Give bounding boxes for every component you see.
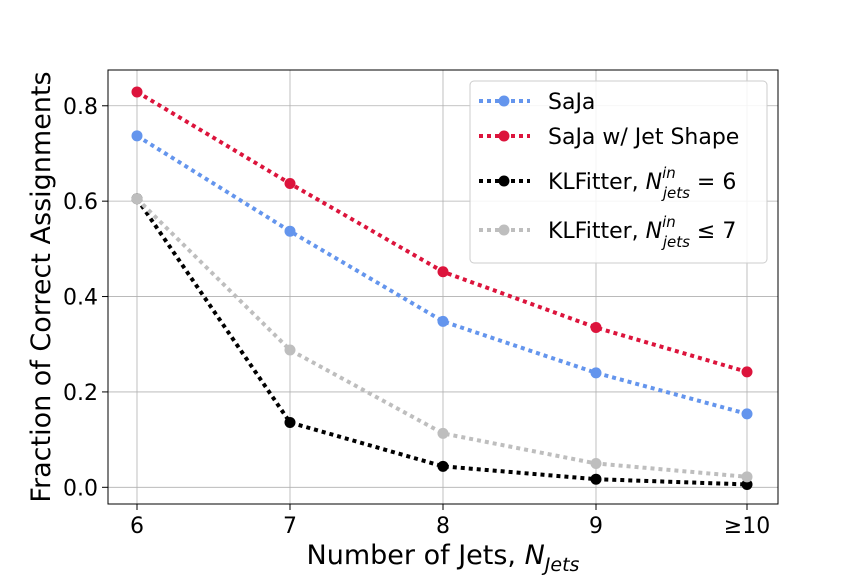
y-axis: 0.0 0.2 0.4 0.6 0.8	[63, 95, 108, 501]
x-tick-label: ≥10	[724, 514, 770, 539]
legend-label-text: SaJa w/ Jet Shape	[548, 125, 739, 150]
data-point	[437, 460, 449, 472]
data-point	[437, 427, 449, 439]
data-point	[437, 266, 449, 278]
series-line	[135, 134, 748, 416]
x-axis: 6 7 8 9 ≥10	[130, 504, 770, 539]
data-point	[284, 416, 296, 428]
series-layer	[131, 86, 753, 490]
x-tick-label: 9	[589, 514, 603, 539]
x-axis-label-math: N	[525, 540, 545, 571]
legend-label: KLFitter, Nin jets = 6	[548, 164, 736, 202]
data-point	[131, 130, 143, 142]
legend-label-text: KLFitter,	[548, 219, 646, 244]
data-point	[741, 366, 753, 378]
legend-item-1: SaJa w/ Jet Shape	[479, 125, 739, 150]
legend-label-text: KLFitter,	[548, 170, 646, 195]
legend-label: KLFitter, Nin jets ≤ 7	[548, 213, 736, 251]
data-point	[741, 471, 753, 483]
legend-box	[469, 80, 768, 264]
legend-label-text: SaJa	[548, 90, 595, 115]
data-point	[741, 408, 753, 420]
y-axis-label: Fraction of Correct Assignments	[26, 71, 57, 502]
series-0	[131, 130, 753, 420]
data-point	[590, 322, 602, 334]
data-point	[590, 473, 602, 485]
legend-item-0: SaJa	[479, 90, 595, 115]
x-axis-label: Number of Jets, NJets	[307, 540, 580, 576]
legend-swatch-marker	[498, 175, 510, 187]
x-tick-label: 7	[283, 514, 297, 539]
series-line	[135, 197, 748, 479]
legend-label-subscript: jets	[661, 184, 690, 202]
y-tick-label: 0.0	[63, 476, 98, 501]
legend-label-superscript: in	[662, 213, 676, 231]
x-tick-label: 8	[436, 514, 450, 539]
legend-label-relation: = 6	[690, 170, 736, 195]
legend-label-relation: ≤ 7	[690, 219, 736, 244]
x-axis-label-subscript: Jets	[541, 554, 580, 576]
legend-swatch-marker	[498, 95, 510, 107]
y-tick-label: 0.6	[63, 190, 98, 215]
series-line	[135, 197, 748, 487]
data-point	[741, 478, 753, 490]
data-point	[131, 193, 143, 205]
y-tick-label: 0.8	[63, 95, 98, 120]
data-point	[590, 457, 602, 469]
y-tick-label: 0.4	[63, 286, 98, 311]
x-tick-label: 6	[130, 514, 144, 539]
data-point	[437, 315, 449, 327]
legend-label: SaJa	[548, 90, 595, 115]
legend-label-subscript: jets	[661, 233, 690, 251]
legend-label: SaJa w/ Jet Shape	[548, 125, 739, 150]
legend-label-superscript: in	[662, 164, 676, 182]
series-1	[131, 86, 753, 378]
x-axis-label-text: Number of Jets,	[307, 540, 525, 571]
legend-swatch-marker	[498, 224, 510, 236]
data-point	[131, 86, 143, 98]
legend-label-math: N	[646, 170, 662, 195]
legend-swatch-marker	[498, 130, 510, 142]
legend-label-math: N	[646, 219, 662, 244]
data-point	[590, 367, 602, 379]
data-point	[284, 225, 296, 237]
series-3	[131, 193, 753, 483]
y-tick-label: 0.2	[63, 381, 98, 406]
legend: SaJa SaJa w/ Jet Shape KLFitter, Nin jets =…	[469, 80, 768, 264]
legend-item-3: KLFitter, Nin jets ≤ 7	[479, 213, 736, 251]
data-point	[284, 344, 296, 356]
data-point	[284, 178, 296, 190]
legend-item-2: KLFitter, Nin jets = 6	[479, 164, 736, 202]
